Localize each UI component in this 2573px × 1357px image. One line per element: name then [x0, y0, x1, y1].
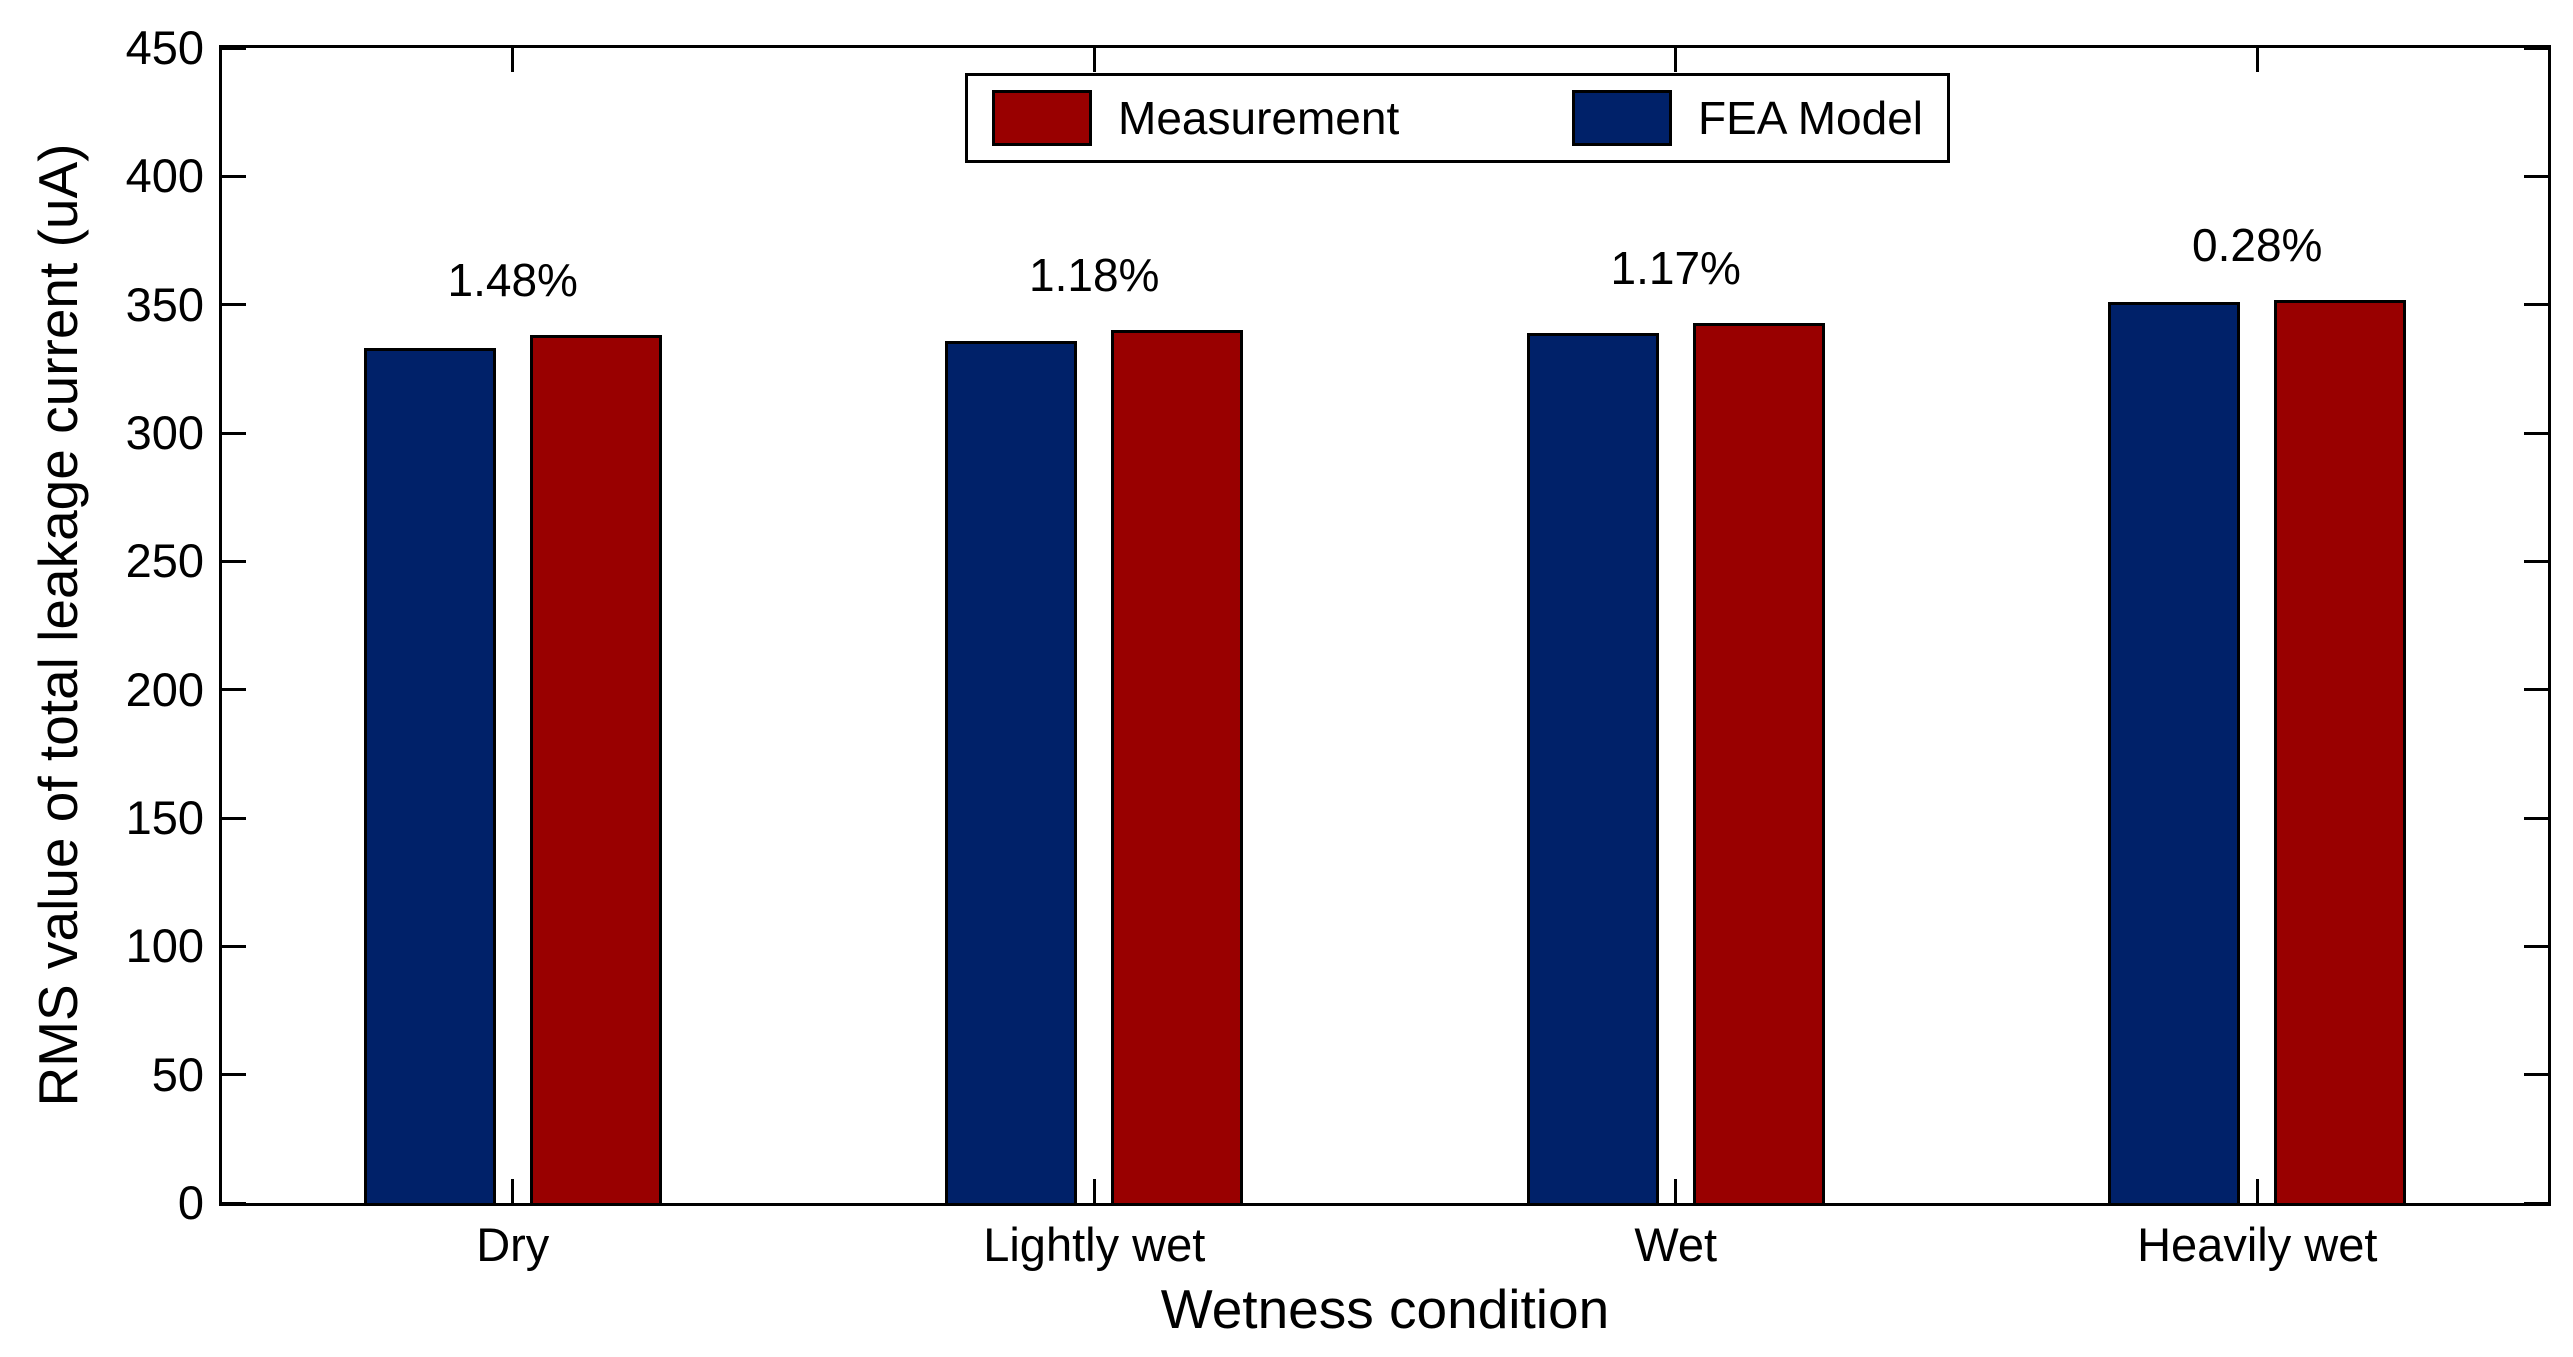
x-tick-top-dry	[511, 48, 515, 72]
diff-label-heavily-wet: 0.28%	[2192, 218, 2323, 271]
x-tick-bottom-lightly-wet	[1092, 1179, 1096, 1203]
plot-area: 1.48% 1.18% 1.17% 0.28%	[219, 45, 2551, 1206]
y-tick-label-200: 200	[125, 662, 204, 716]
x-tick-bottom-heavily-wet	[2255, 1179, 2259, 1203]
x-tick-top-heavily-wet	[2255, 48, 2259, 72]
y-tick-label-0: 0	[177, 1176, 204, 1229]
x-tick-top-wet	[1674, 48, 1678, 72]
legend: Measurement FEA Model	[965, 73, 1950, 163]
legend-label-fea-model: FEA Model	[1698, 92, 1923, 144]
legend-entry-fea-model: FEA Model	[1572, 90, 1923, 146]
x-tick-label-heavily-wet: Heavily wet	[2137, 1218, 2378, 1271]
y-tick-right-250	[2524, 559, 2548, 563]
y-tick-right-200	[2524, 688, 2548, 692]
y-tick-left-100	[222, 944, 246, 948]
y-tick-right-300	[2524, 431, 2548, 435]
x-tick-top-lightly-wet	[1092, 48, 1096, 72]
legend-entry-measurement: Measurement	[992, 90, 1399, 146]
y-tick-right-50	[2524, 1073, 2548, 1077]
x-tick-bottom-dry	[511, 1179, 515, 1203]
bar-measurement-lightly-wet	[1111, 330, 1244, 1203]
y-tick-right-450	[2524, 46, 2548, 50]
bar-fea-model-dry	[363, 348, 496, 1203]
bar-fea-model-lightly-wet	[945, 340, 1078, 1203]
bar-measurement-wet	[1692, 322, 1825, 1203]
x-axis-label: Wetness condition	[1160, 1278, 1610, 1340]
y-tick-label-350: 350	[125, 277, 204, 331]
y-tick-right-0	[2524, 1201, 2548, 1205]
y-tick-left-0	[222, 1201, 246, 1205]
y-tick-label-50: 50	[151, 1047, 204, 1101]
y-tick-label-150: 150	[125, 791, 204, 844]
x-tick-label-lightly-wet: Lightly wet	[983, 1218, 1206, 1271]
y-tick-left-250	[222, 559, 246, 563]
bar-fea-model-heavily-wet	[2108, 302, 2241, 1203]
y-tick-label-400: 400	[125, 149, 204, 203]
diff-label-wet: 1.17%	[1610, 241, 1741, 294]
y-tick-label-250: 250	[125, 534, 204, 588]
x-tick-label-dry: Dry	[476, 1218, 550, 1271]
legend-label-measurement: Measurement	[1118, 92, 1400, 144]
y-tick-left-150	[222, 816, 246, 820]
y-tick-left-350	[222, 303, 246, 307]
legend-swatch-fea-model	[1572, 90, 1672, 146]
bar-fea-model-wet	[1526, 332, 1659, 1203]
y-tick-left-450	[222, 46, 246, 50]
y-tick-label-100: 100	[125, 919, 204, 973]
y-tick-right-100	[2524, 944, 2548, 948]
y-tick-left-200	[222, 688, 246, 692]
y-tick-label-300: 300	[125, 406, 204, 459]
legend-swatch-measurement	[992, 90, 1092, 146]
x-tick-label-wet: Wet	[1634, 1218, 1718, 1271]
bar-measurement-heavily-wet	[2274, 299, 2407, 1203]
y-tick-right-350	[2524, 303, 2548, 307]
diff-label-lightly-wet: 1.18%	[1029, 249, 1160, 302]
y-tick-label-450: 450	[125, 21, 204, 74]
bar-measurement-dry	[529, 335, 662, 1203]
y-tick-left-300	[222, 431, 246, 435]
diff-label-dry: 1.48%	[447, 254, 578, 307]
y-tick-right-150	[2524, 816, 2548, 820]
x-tick-bottom-wet	[1674, 1179, 1678, 1203]
y-tick-right-400	[2524, 174, 2548, 178]
y-tick-left-50	[222, 1073, 246, 1077]
y-tick-left-400	[222, 174, 246, 178]
